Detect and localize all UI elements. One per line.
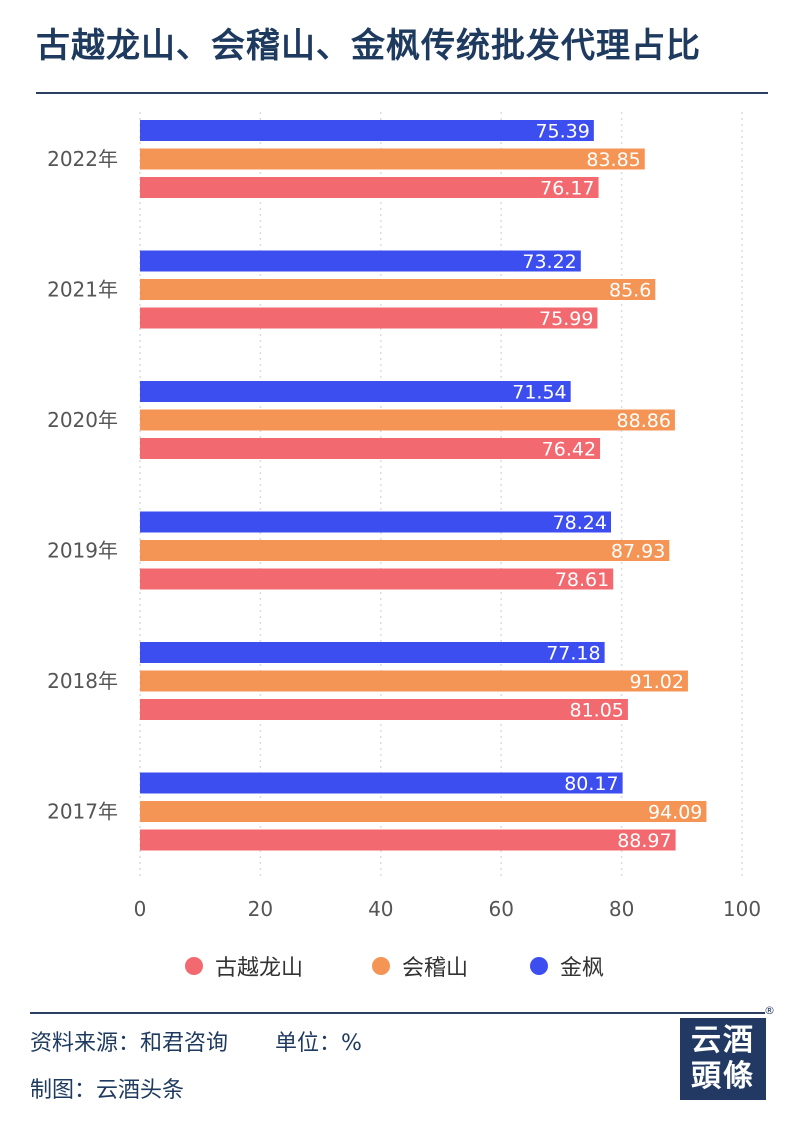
logo-line-2: 頭條 [691,1059,755,1094]
source-label: 资料来源：和君咨询 [30,1031,229,1056]
data-label-古越龙山-1: 75.99 [539,308,593,330]
bar-会稽山-5 [140,801,707,822]
x-tick-label-80: 80 [609,897,634,921]
bar-会稽山-4 [140,670,688,692]
data-label-古越龙山-4: 81.05 [570,700,624,722]
bar-古越龙山-2 [140,438,601,459]
data-label-古越龙山-0: 76.17 [540,178,594,200]
legend: 古越龙山 会稽山 金枫 [0,950,800,986]
bar-古越龙山-1 [140,307,598,329]
source-line: 资料来源：和君咨询 单位：% [30,1025,362,1057]
data-label-会稽山-2: 88.86 [617,410,671,432]
bar-古越龙山-3 [140,568,614,590]
legend-item-kuaijishan[interactable]: 会稽山 [372,950,468,982]
legend-item-guyue[interactable]: 古越龙山 [185,950,303,982]
data-label-会稽山-1: 85.6 [609,280,651,302]
y-tick-label-5: 2017年 [47,800,118,824]
data-label-古越龙山-5: 88.97 [617,830,671,852]
bar-金枫-2 [140,381,571,402]
legend-swatch-kuaijishan [372,957,390,975]
bar-金枫-4 [140,642,605,663]
data-label-古越龙山-3: 78.61 [555,569,609,591]
y-tick-label-0: 2022年 [47,147,118,171]
data-label-金枫-5: 80.17 [564,773,618,795]
logo-line-1: 云酒 [691,1023,755,1058]
x-tick-label-100: 100 [723,897,761,921]
bar-古越龙山-4 [140,699,628,720]
legend-label-kuaijishan: 会稽山 [402,956,469,981]
data-label-会稽山-0: 83.85 [586,149,640,171]
legend-label-jinfeng: 金枫 [560,956,605,981]
bar-古越龙山-0 [140,177,599,198]
bar-chart: 0 20 40 60 80 100 2022年 75.39 83.85 76.17 2021年 73.… [47,112,761,921]
data-label-会稽山-4: 91.02 [630,671,684,693]
legend-label-guyue: 古越龙山 [215,956,304,981]
y-tick-label-1: 2021年 [47,278,118,302]
y-tick-label-2: 2020年 [47,408,118,432]
y-tick-label-4: 2018年 [47,669,118,693]
bar-会稽山-0 [140,148,645,170]
data-label-会稽山-3: 87.93 [611,541,665,563]
bar-会稽山-3 [140,540,670,561]
title-divider [36,92,768,94]
credit-label: 制图：云酒头条 [30,1078,185,1103]
legend-swatch-guyue [185,957,203,975]
bar-金枫-3 [140,511,612,533]
y-tick-label-3: 2019年 [47,539,118,563]
data-label-金枫-0: 75.39 [535,121,589,143]
footer-divider [30,1012,765,1014]
data-label-古越龙山-2: 76.42 [542,439,596,461]
x-tick-label-20: 20 [248,897,273,921]
registered-mark: ® [764,1004,775,1017]
data-label-金枫-2: 71.54 [512,382,566,404]
unit-label: 单位：% [275,1031,362,1056]
bar-金枫-0 [140,120,594,141]
x-tick-label-40: 40 [368,897,393,921]
brand-logo: 云酒 頭條 [680,1018,766,1100]
legend-item-jinfeng[interactable]: 金枫 [530,950,604,982]
chart-title: 古越龙山、会稽山、金枫传统批发代理占比 [36,26,701,66]
bar-金枫-5 [140,772,623,794]
data-label-金枫-1: 73.22 [522,251,576,273]
data-label-金枫-3: 78.24 [553,512,607,534]
bar-古越龙山-5 [140,829,676,851]
bar-金枫-1 [140,250,581,272]
x-tick-label-0: 0 [134,897,147,921]
bar-会稽山-2 [140,409,675,431]
legend-swatch-jinfeng [530,957,548,975]
x-tick-label-60: 60 [488,897,513,921]
bar-会稽山-1 [140,279,656,300]
data-label-金枫-4: 77.18 [546,643,600,665]
data-label-会稽山-5: 94.09 [648,802,702,824]
